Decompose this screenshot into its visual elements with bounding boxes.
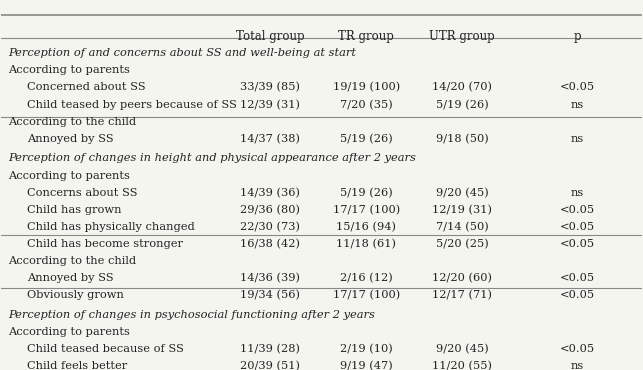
Text: <0.05: <0.05 [560,205,595,215]
Text: 14/37 (38): 14/37 (38) [240,134,300,144]
Text: 33/39 (85): 33/39 (85) [240,83,300,93]
Text: 29/36 (80): 29/36 (80) [240,205,300,215]
Text: <0.05: <0.05 [560,273,595,283]
Text: ns: ns [571,100,584,110]
Text: 5/19 (26): 5/19 (26) [436,100,489,110]
Text: 7/14 (50): 7/14 (50) [436,222,489,232]
Text: Concerns about SS: Concerns about SS [27,188,138,198]
Text: ns: ns [571,361,584,370]
Text: 5/20 (25): 5/20 (25) [436,239,489,249]
Text: <0.05: <0.05 [560,344,595,354]
Text: 12/20 (60): 12/20 (60) [432,273,493,283]
Text: <0.05: <0.05 [560,239,595,249]
Text: 5/19 (26): 5/19 (26) [340,188,393,198]
Text: ns: ns [571,134,584,144]
Text: Concerned about SS: Concerned about SS [27,83,145,92]
Text: 16/38 (42): 16/38 (42) [240,239,300,249]
Text: 14/39 (36): 14/39 (36) [240,188,300,198]
Text: Child teased by peers because of SS: Child teased by peers because of SS [27,100,237,110]
Text: Total group: Total group [236,30,305,43]
Text: According to parents: According to parents [8,65,130,75]
Text: 17/17 (100): 17/17 (100) [332,205,400,215]
Text: Perception of changes in height and physical appearance after 2 years: Perception of changes in height and phys… [8,154,415,164]
Text: Perception of and concerns about SS and well-being at start: Perception of and concerns about SS and … [8,48,356,58]
Text: Obviously grown: Obviously grown [27,290,124,300]
Text: p: p [574,30,581,43]
Text: 15/16 (94): 15/16 (94) [336,222,396,232]
Text: 11/39 (28): 11/39 (28) [240,344,300,354]
Text: 12/17 (71): 12/17 (71) [432,290,493,301]
Text: Child has grown: Child has grown [27,205,122,215]
Text: 9/20 (45): 9/20 (45) [436,344,489,354]
Text: Annoyed by SS: Annoyed by SS [27,273,114,283]
Text: According to the child: According to the child [8,256,136,266]
Text: 19/19 (100): 19/19 (100) [332,83,400,93]
Text: 14/36 (39): 14/36 (39) [240,273,300,283]
Text: Annoyed by SS: Annoyed by SS [27,134,114,144]
Text: TR group: TR group [338,30,394,43]
Text: 22/30 (73): 22/30 (73) [240,222,300,232]
Text: 12/39 (31): 12/39 (31) [240,100,300,110]
Text: 5/19 (26): 5/19 (26) [340,134,393,144]
Text: 9/18 (50): 9/18 (50) [436,134,489,144]
Text: 9/20 (45): 9/20 (45) [436,188,489,198]
Text: Perception of changes in psychosocial functioning after 2 years: Perception of changes in psychosocial fu… [8,310,375,320]
Text: Child has physically changed: Child has physically changed [27,222,195,232]
Text: According to parents: According to parents [8,171,130,181]
Text: Child has become stronger: Child has become stronger [27,239,183,249]
Text: 19/34 (56): 19/34 (56) [240,290,300,301]
Text: 7/20 (35): 7/20 (35) [340,100,393,110]
Text: 20/39 (51): 20/39 (51) [240,361,300,370]
Text: UTR group: UTR group [430,30,495,43]
Text: 17/17 (100): 17/17 (100) [332,290,400,301]
Text: 12/19 (31): 12/19 (31) [432,205,493,215]
Text: 11/18 (61): 11/18 (61) [336,239,396,249]
Text: According to parents: According to parents [8,327,130,337]
Text: <0.05: <0.05 [560,222,595,232]
Text: 9/19 (47): 9/19 (47) [340,361,393,370]
Text: Child feels better: Child feels better [27,361,127,370]
Text: According to the child: According to the child [8,117,136,127]
Text: 2/16 (12): 2/16 (12) [340,273,393,283]
Text: 11/20 (55): 11/20 (55) [432,361,493,370]
Text: 2/19 (10): 2/19 (10) [340,344,393,354]
Text: <0.05: <0.05 [560,83,595,92]
Text: <0.05: <0.05 [560,290,595,300]
Text: Child teased because of SS: Child teased because of SS [27,344,184,354]
Text: 14/20 (70): 14/20 (70) [432,83,493,93]
Text: ns: ns [571,188,584,198]
